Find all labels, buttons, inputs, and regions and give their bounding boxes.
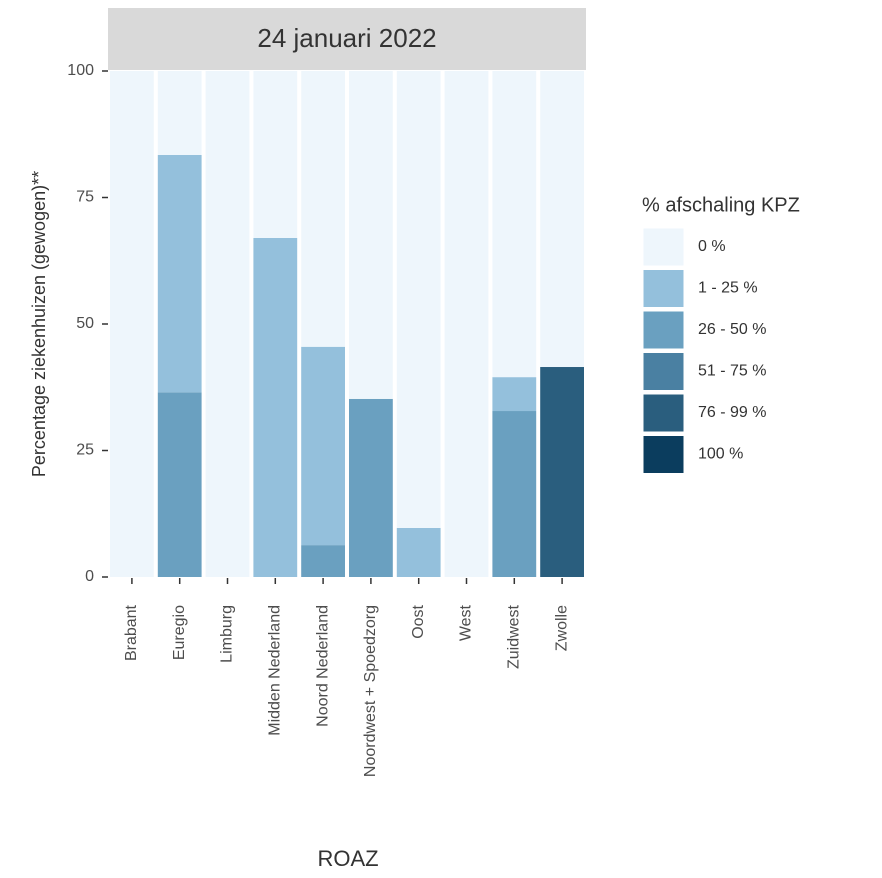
chart-title: 24 januari 2022 <box>257 23 436 53</box>
legend-label: 0 % <box>698 238 726 255</box>
legend-key <box>642 310 685 350</box>
x-tick-label: Noordwest + Spoedzorg <box>362 605 379 777</box>
legend-label: 1 - 25 % <box>698 280 758 297</box>
legend-key <box>642 435 685 474</box>
bar-segment <box>301 71 345 347</box>
legend-label: 51 - 75 % <box>698 363 766 380</box>
y-tick-label: 50 <box>76 315 94 332</box>
x-tick-label: Zuidwest <box>506 604 523 669</box>
bar-segment <box>349 71 393 399</box>
legend-key <box>642 227 685 267</box>
x-tick-label: Midden Nederland <box>267 605 284 736</box>
bar-segment <box>540 71 584 368</box>
bar-segment <box>540 367 584 577</box>
bar-segment <box>492 71 537 378</box>
x-tick-label: Oost <box>410 604 427 638</box>
y-axis-title: Percentage ziekenhuizen (gewogen)** <box>29 171 49 477</box>
x-tick-label: Limburg <box>219 605 236 663</box>
x-axis-title: ROAZ <box>317 846 378 871</box>
bar-segment <box>157 71 202 155</box>
legend-title: % afschaling KPZ <box>642 194 800 216</box>
bar-segment <box>157 392 202 577</box>
bar-segment <box>205 71 250 577</box>
y-tick-label: 100 <box>67 62 94 79</box>
x-tick-label: Brabant <box>123 604 140 661</box>
bar-segment <box>253 237 298 578</box>
bar-segment <box>110 71 154 577</box>
legend-key <box>642 352 685 391</box>
x-tick-label: Noord Nederland <box>314 605 331 727</box>
bar-segment <box>157 154 202 393</box>
x-tick-label: Zwolle <box>553 605 570 651</box>
bar-segment <box>492 377 537 412</box>
legend-label: 26 - 50 % <box>698 321 766 338</box>
bar-segment <box>444 71 489 577</box>
bar-segment <box>301 545 345 577</box>
strip <box>108 8 586 70</box>
bar-segment <box>396 71 441 528</box>
legend-key <box>642 393 685 433</box>
x-tick-label: Euregio <box>171 605 188 660</box>
legend-label: 76 - 99 % <box>698 404 766 421</box>
legend-key <box>642 269 685 308</box>
x-tick-label: West <box>458 604 475 641</box>
bar-segment <box>349 398 393 577</box>
y-tick-label: 0 <box>85 568 94 585</box>
bar-segment <box>396 527 441 577</box>
bar-segment <box>253 71 298 238</box>
y-tick-label: 75 <box>76 189 94 206</box>
y-tick-label: 25 <box>76 442 94 459</box>
legend-label: 100 % <box>698 446 743 463</box>
bar-segment <box>492 411 537 577</box>
bar-segment <box>301 346 345 546</box>
